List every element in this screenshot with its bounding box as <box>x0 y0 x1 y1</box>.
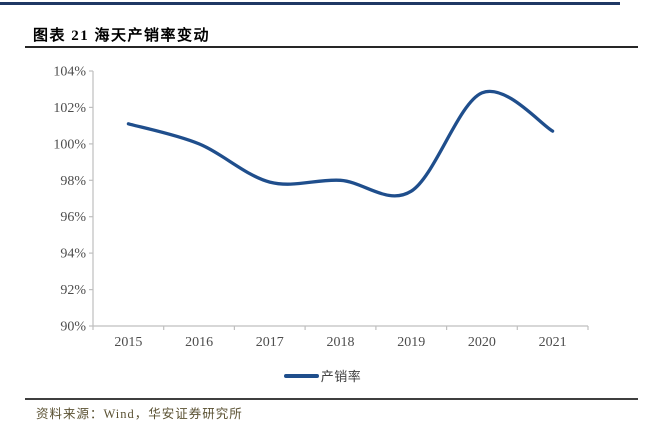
y-axis-label: 102% <box>53 101 86 116</box>
x-axis-label: 2016 <box>185 335 213 350</box>
y-axis-label: 92% <box>60 283 86 298</box>
chart-legend: 产销率 <box>0 366 645 385</box>
figure-title: 图表 21 海天产销率变动 <box>33 28 211 44</box>
title-underline <box>25 46 638 48</box>
footer-separator-rule <box>25 398 638 400</box>
x-axis-label: 2017 <box>256 335 284 350</box>
x-axis-label: 2020 <box>468 335 496 350</box>
x-axis-label: 2015 <box>114 335 142 350</box>
source-note: 资料来源：Wind，华安证券研究所 <box>36 407 243 421</box>
x-axis-label: 2021 <box>539 335 567 350</box>
legend-line-swatch <box>283 373 319 378</box>
y-axis-label: 104% <box>53 65 86 80</box>
y-axis-label: 90% <box>60 320 86 335</box>
y-axis-label: 98% <box>60 174 86 189</box>
y-axis-label: 96% <box>60 210 86 225</box>
y-axis-label: 94% <box>60 247 86 262</box>
x-axis-label: 2019 <box>397 335 425 350</box>
legend-label: 产销率 <box>320 369 362 384</box>
y-axis-label: 100% <box>53 137 86 152</box>
page-top-rule <box>0 2 620 5</box>
series-line-chanxiaolv <box>126 89 555 198</box>
x-axis-label: 2018 <box>327 335 355 350</box>
